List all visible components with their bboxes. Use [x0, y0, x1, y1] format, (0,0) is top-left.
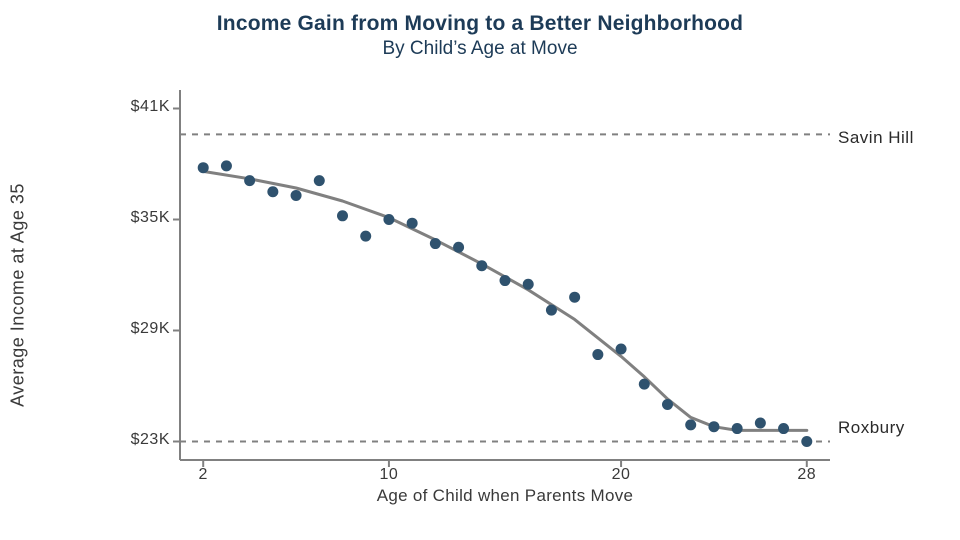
y-tick-label: $23K [110, 431, 170, 453]
data-point [708, 421, 719, 432]
data-point [616, 344, 627, 355]
chart-svg: Savin Hill Roxbury $23K $29K $35K $41K 2 10 20 28… [0, 70, 960, 520]
data-point [685, 419, 696, 430]
data-point [337, 210, 348, 221]
data-point [755, 418, 766, 429]
x-tick-label: 10 [369, 466, 409, 488]
data-point [267, 186, 278, 197]
title-block: Income Gain from Moving to a Better Neig… [0, 0, 960, 60]
data-point [592, 349, 603, 360]
reference-label: Roxbury [838, 418, 948, 446]
y-tick-label: $41K [110, 98, 170, 120]
y-tick-label: $35K [110, 209, 170, 231]
x-tick-label: 28 [787, 466, 827, 488]
data-point [198, 162, 209, 173]
data-point [291, 190, 302, 201]
data-point [383, 214, 394, 225]
data-point [453, 242, 464, 253]
data-point [523, 279, 534, 290]
trend-line [203, 171, 807, 430]
data-point [407, 218, 418, 229]
data-point [430, 238, 441, 249]
data-point [778, 423, 789, 434]
data-point [662, 399, 673, 410]
data-point [801, 436, 812, 447]
data-point [221, 160, 232, 171]
chart-area: Average Income at Age 35 Savin Hill Roxbu… [0, 70, 960, 520]
data-point [244, 175, 255, 186]
y-axis-label: Average Income at Age 35 [8, 183, 29, 407]
data-point [546, 305, 557, 316]
chart-title: Income Gain from Moving to a Better Neig… [0, 12, 960, 36]
data-point [569, 292, 580, 303]
reference-label: Savin Hill [838, 128, 948, 156]
data-point [639, 379, 650, 390]
data-point [314, 175, 325, 186]
data-point [360, 231, 371, 242]
chart-subtitle: By Child’s Age at Move [0, 38, 960, 60]
x-axis-label: Age of Child when Parents Move [180, 486, 830, 510]
y-tick-label: $29K [110, 320, 170, 342]
data-point [476, 260, 487, 271]
data-point [500, 275, 511, 286]
x-tick-label: 2 [183, 466, 223, 488]
data-point [732, 423, 743, 434]
x-tick-label: 20 [601, 466, 641, 488]
